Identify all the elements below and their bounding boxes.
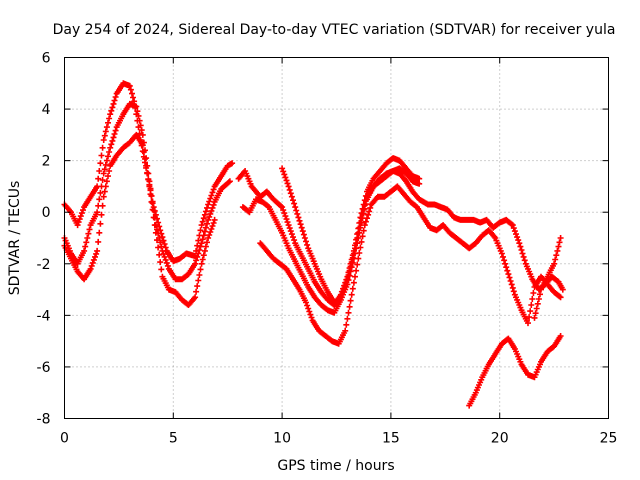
y-tick-label: 6 (42, 51, 51, 67)
y-tick-label: -2 (37, 257, 51, 273)
y-tick-label: -8 (37, 412, 51, 428)
x-tick-label: 5 (169, 431, 178, 447)
y-axis-label: SDTVAR / TECUs (7, 181, 23, 296)
series-track-9 (531, 235, 564, 321)
plus-markers-track-4 (235, 155, 423, 308)
plot-frame (64, 57, 609, 419)
series-track-7 (279, 165, 423, 306)
data-marks (61, 80, 566, 409)
plus-markers-track-6 (257, 183, 564, 347)
series-track-3 (61, 131, 218, 308)
x-tick-label: 20 (491, 431, 509, 447)
x-axis-label: GPS time / hours (277, 458, 394, 474)
x-tick-label: 0 (60, 431, 69, 447)
y-tick-label: -6 (37, 360, 51, 376)
grid (64, 57, 609, 419)
series-track-6 (257, 183, 564, 347)
y-tick-label: -4 (37, 308, 51, 324)
plus-markers-track-8 (466, 333, 564, 409)
x-tick-label: 10 (273, 431, 291, 447)
x-tick-label: 25 (600, 431, 618, 447)
y-tick-label: 0 (42, 205, 51, 221)
plus-markers-track-7 (279, 165, 423, 306)
axis-ticks: 0 5 10 15 20 25 -8 -6 -4 -2 0 2 4 6 (37, 51, 618, 447)
plus-markers-track-2 (61, 100, 233, 283)
series-track-2 (61, 100, 233, 283)
series-track-4 (235, 155, 423, 308)
chart-title: Day 254 of 2024, Sidereal Day-to-day VTE… (53, 22, 616, 38)
x-tick-label: 15 (382, 431, 400, 447)
plus-markers-track-3 (61, 131, 218, 308)
plus-markers-track-9 (531, 235, 564, 321)
y-tick-label: 4 (42, 102, 51, 118)
series-track-8 (466, 333, 564, 409)
y-tick-label: 2 (42, 154, 51, 170)
